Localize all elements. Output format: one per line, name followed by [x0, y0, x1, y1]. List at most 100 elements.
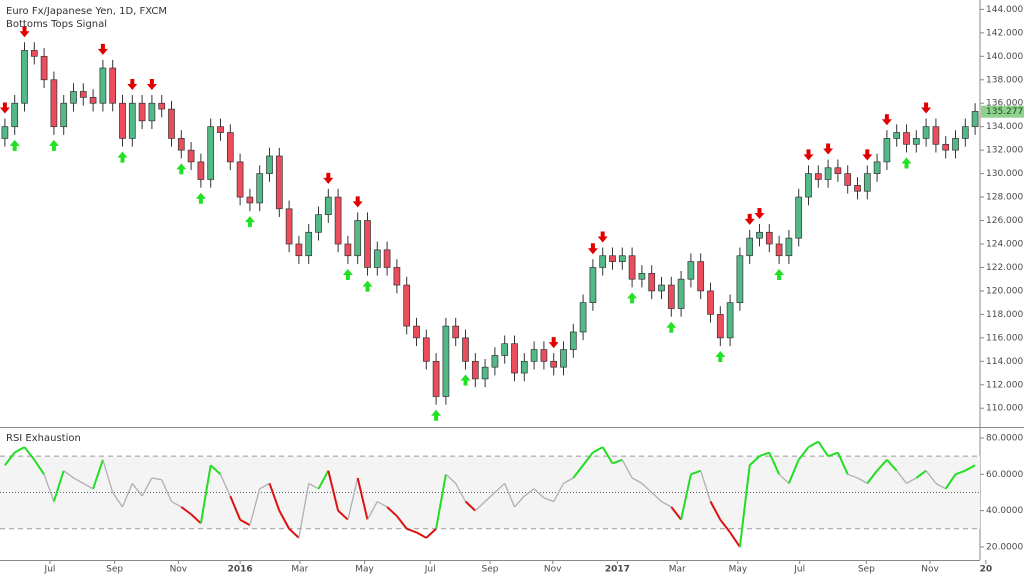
- bottom-signal: [48, 139, 59, 151]
- candle-body: [609, 255, 616, 262]
- candle-body: [30, 50, 38, 57]
- candle-body: [70, 91, 77, 104]
- rsi-segment: [151, 477, 162, 481]
- rsi-segment: [729, 531, 741, 548]
- candle-body: [50, 79, 58, 128]
- candle-body: [736, 255, 744, 304]
- chart-title: Euro Fx/Japanese Yen, 1D, FXCM: [6, 6, 167, 17]
- candle-body: [462, 337, 469, 362]
- rsi-segment: [33, 459, 45, 475]
- candle-body: [373, 249, 381, 268]
- x-tick-label: Mar: [669, 565, 686, 575]
- rsi-segment: [4, 451, 16, 466]
- rsi-segment: [827, 451, 839, 458]
- bottom-signal: [342, 268, 353, 280]
- rsi-segment: [210, 464, 222, 476]
- candle-body: [413, 325, 420, 339]
- candle-body: [589, 267, 597, 304]
- top-signal: [146, 79, 157, 91]
- candle-body: [138, 102, 146, 122]
- x-tick-label: May: [729, 565, 748, 575]
- candle-body: [932, 126, 940, 145]
- rsi-segment: [366, 501, 378, 521]
- rsi-segment: [612, 458, 623, 465]
- candle-body: [834, 167, 842, 174]
- rsi-segment: [327, 470, 340, 511]
- rsi-segment: [964, 464, 976, 472]
- y-tick-label: 130.000: [986, 169, 1023, 179]
- candle-body: [873, 161, 881, 174]
- rsi-segment: [356, 477, 369, 520]
- y-tick-label: 122.000: [986, 263, 1023, 273]
- y-tick-label: 124.000: [986, 240, 1023, 250]
- x-tick-label: Jul: [424, 565, 436, 575]
- y-tick-label: 128.000: [986, 193, 1023, 203]
- rsi-segment: [935, 482, 947, 490]
- rsi-segment: [621, 459, 633, 479]
- rsi-segment: [876, 459, 888, 472]
- y-tick-label: 60.0000: [986, 470, 1023, 480]
- candle-body: [560, 349, 567, 368]
- rsi-segment: [190, 513, 202, 525]
- rsi-segment: [199, 465, 212, 524]
- candle-body: [971, 111, 979, 128]
- rsi-segment: [180, 506, 192, 516]
- candle-body: [89, 97, 97, 104]
- candle-body: [79, 91, 87, 98]
- candle-body: [667, 284, 675, 309]
- candle-body: [520, 360, 528, 374]
- x-tick-label: Sep: [482, 565, 499, 575]
- rsi-segment: [787, 459, 800, 484]
- rsi-segment: [896, 470, 908, 484]
- candle-body: [393, 267, 401, 286]
- rsi-segment: [121, 483, 133, 508]
- rsi-segment: [171, 500, 182, 508]
- candle-body: [403, 284, 411, 327]
- candle-body: [863, 173, 871, 192]
- candle-body: [854, 184, 861, 192]
- rsi-segment: [308, 482, 319, 490]
- rsi-segment: [631, 477, 643, 484]
- x-tick-label: Mar: [291, 565, 308, 575]
- rsi-segment: [592, 446, 604, 454]
- candle-body: [21, 50, 28, 104]
- y-tick-label: 116.000: [986, 333, 1023, 343]
- candle-body: [638, 272, 646, 280]
- rsi-segment: [317, 470, 330, 490]
- y-tick-label: 114.000: [986, 357, 1023, 367]
- candle-body: [756, 231, 763, 239]
- x-tick-label: Sep: [106, 565, 123, 575]
- bottom-signal: [244, 216, 255, 228]
- candle-body: [119, 102, 126, 139]
- rsi-segment: [406, 527, 417, 534]
- rsi-segment: [43, 474, 55, 502]
- x-tick-label: Nov: [170, 565, 188, 575]
- candle-body: [256, 173, 264, 204]
- rsi-segment: [582, 451, 594, 466]
- rsi-segment: [915, 469, 927, 479]
- top-signal: [19, 26, 30, 38]
- candle-body: [60, 102, 68, 128]
- candle-body: [814, 173, 822, 180]
- candle-body: [716, 314, 724, 339]
- candle-body: [530, 349, 538, 362]
- bottom-signal: [195, 192, 206, 204]
- rsi-segment: [523, 488, 535, 497]
- x-tick-label: Jul: [793, 565, 805, 575]
- rsi-segment: [955, 469, 966, 476]
- candle-body: [432, 360, 440, 397]
- rsi-segment: [425, 528, 437, 539]
- rsi-segment: [131, 482, 143, 497]
- rsi-segment: [112, 492, 124, 508]
- rsi-segment: [376, 500, 388, 508]
- candle-body: [246, 196, 254, 204]
- rsi-segment: [141, 477, 153, 497]
- top-signal: [921, 102, 932, 114]
- rsi-segment: [229, 495, 242, 521]
- top-signal: [803, 149, 814, 161]
- rsi-segment: [670, 506, 682, 521]
- rsi-segment: [886, 459, 898, 472]
- candle-body: [903, 132, 910, 145]
- candle-body: [158, 102, 166, 110]
- rsi-segment: [464, 500, 476, 512]
